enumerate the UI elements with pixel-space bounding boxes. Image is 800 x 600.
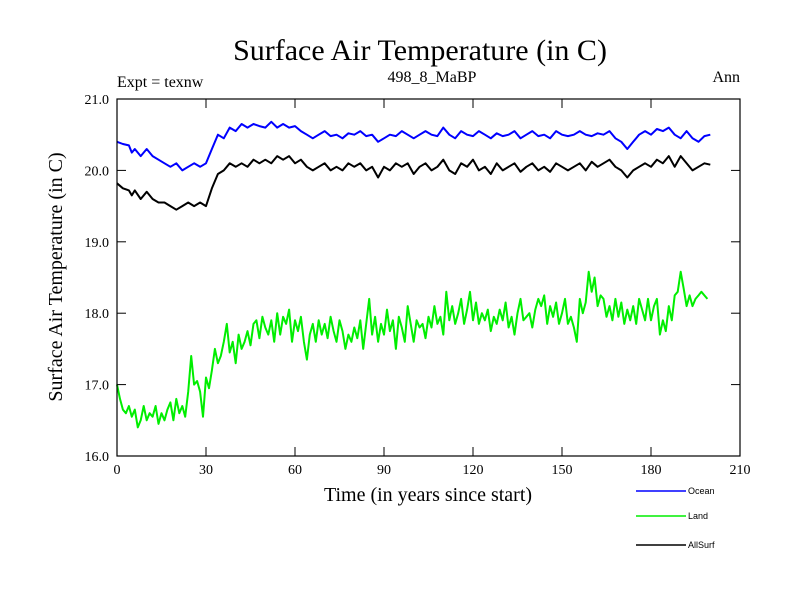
experiment-label: Expt = texnw <box>117 74 204 91</box>
y-axis-label: Surface Air Temperature (in C) <box>45 152 67 401</box>
y-tick-label: 16.0 <box>85 450 110 465</box>
season-label: Ann <box>712 69 740 86</box>
axes: 0 30 60 90 120 150 180 210 16.0 17.0 18.0 19.0 20.0 2… <box>85 93 751 478</box>
legend-label-land: Land <box>688 511 708 521</box>
legend-label-allsurf: AllSurf <box>688 540 715 550</box>
x-tick-label: 210 <box>730 463 751 478</box>
y-tick-label: 19.0 <box>85 236 110 251</box>
x-tick-label: 60 <box>288 463 302 478</box>
legend: Ocean Land AllSurf <box>636 486 715 550</box>
plot-lines <box>116 120 711 429</box>
legend-label-ocean: Ocean <box>688 486 715 496</box>
series-line-allsurf <box>116 155 711 211</box>
y-tick-label: 20.0 <box>85 164 110 179</box>
plot-frame <box>116 98 741 457</box>
x-tick-label: 30 <box>199 463 213 478</box>
x-tick-label: 150 <box>552 463 573 478</box>
series-line-land <box>116 270 709 429</box>
chart-title: Surface Air Temperature (in C) <box>233 34 607 67</box>
x-axis-label: Time (in years since start) <box>324 484 532 506</box>
x-tick-label: 120 <box>463 463 484 478</box>
x-tick-label: 90 <box>377 463 391 478</box>
chart-subtitle: 498_8_MaBP <box>388 69 477 86</box>
x-tick-label: 180 <box>641 463 662 478</box>
y-tick-label: 17.0 <box>85 379 110 394</box>
series-line-ocean <box>116 120 711 172</box>
y-tick-label: 18.0 <box>85 307 110 322</box>
x-tick-label: 0 <box>114 463 121 478</box>
y-tick-label: 21.0 <box>85 93 110 108</box>
